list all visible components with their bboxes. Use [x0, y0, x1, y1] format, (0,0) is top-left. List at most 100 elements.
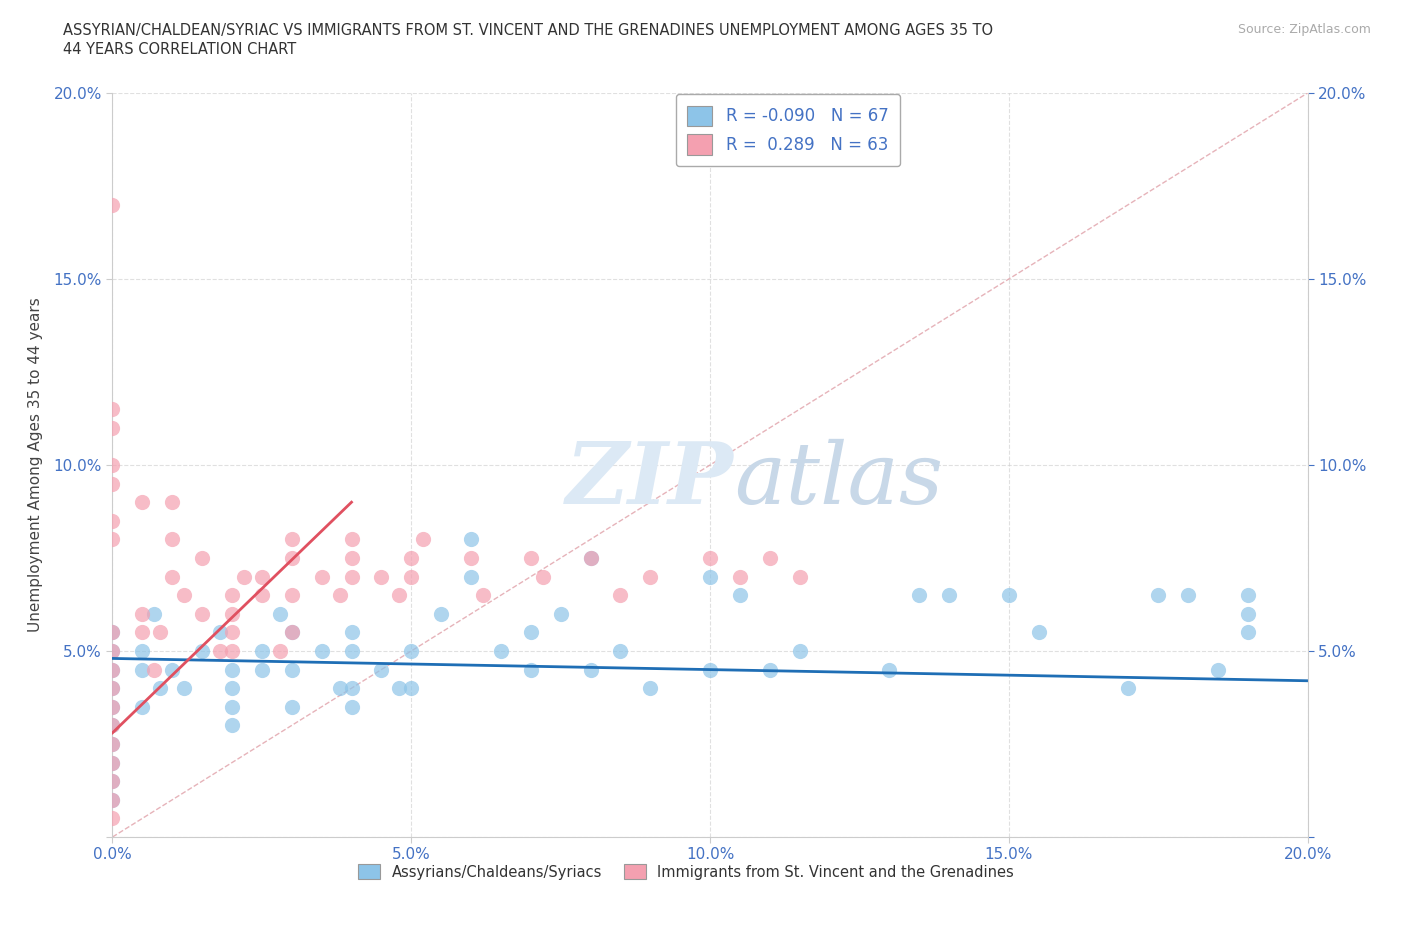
Point: [131, 699, 153, 714]
Point: [281, 699, 304, 714]
Point: [149, 681, 172, 696]
Point: [101, 718, 124, 733]
Point: [609, 588, 631, 603]
Point: [520, 551, 543, 565]
Point: [879, 662, 901, 677]
Point: [221, 681, 243, 696]
Point: [221, 625, 243, 640]
Point: [1177, 588, 1199, 603]
Point: [101, 644, 124, 658]
Point: [340, 644, 363, 658]
Point: [699, 569, 721, 584]
Point: [281, 625, 304, 640]
Point: [311, 569, 333, 584]
Point: [281, 551, 304, 565]
Point: [101, 197, 124, 212]
Text: ASSYRIAN/CHALDEAN/SYRIAC VS IMMIGRANTS FROM ST. VINCENT AND THE GRENADINES UNEMP: ASSYRIAN/CHALDEAN/SYRIAC VS IMMIGRANTS F…: [63, 23, 994, 38]
Point: [101, 681, 124, 696]
Point: [101, 774, 124, 789]
Point: [728, 569, 751, 584]
Text: Source: ZipAtlas.com: Source: ZipAtlas.com: [1237, 23, 1371, 36]
Point: [250, 588, 273, 603]
Point: [579, 551, 602, 565]
Point: [489, 644, 512, 658]
Point: [131, 606, 153, 621]
Point: [340, 625, 363, 640]
Point: [173, 588, 195, 603]
Point: [1237, 588, 1260, 603]
Point: [101, 662, 124, 677]
Point: [250, 662, 273, 677]
Point: [131, 495, 153, 510]
Point: [101, 755, 124, 770]
Point: [191, 551, 214, 565]
Point: [173, 681, 195, 696]
Point: [520, 625, 543, 640]
Point: [531, 569, 554, 584]
Point: [143, 606, 166, 621]
Point: [699, 662, 721, 677]
Point: [101, 476, 124, 491]
Point: [460, 532, 482, 547]
Point: [430, 606, 453, 621]
Point: [728, 588, 751, 603]
Point: [101, 644, 124, 658]
Point: [209, 625, 232, 640]
Point: [101, 681, 124, 696]
Point: [329, 681, 352, 696]
Point: [340, 569, 363, 584]
Point: [579, 662, 602, 677]
Point: [1147, 588, 1170, 603]
Point: [250, 644, 273, 658]
Point: [221, 662, 243, 677]
Point: [388, 681, 411, 696]
Point: [1118, 681, 1140, 696]
Point: [401, 551, 423, 565]
Point: [640, 569, 662, 584]
Point: [162, 495, 183, 510]
Point: [401, 681, 423, 696]
Point: [101, 458, 124, 472]
Point: [221, 588, 243, 603]
Point: [640, 681, 662, 696]
Point: [789, 644, 811, 658]
Point: [221, 699, 243, 714]
Point: [998, 588, 1021, 603]
Point: [131, 662, 153, 677]
Point: [1028, 625, 1050, 640]
Point: [191, 644, 214, 658]
Point: [311, 644, 333, 658]
Point: [579, 551, 602, 565]
Point: [162, 569, 183, 584]
Point: [609, 644, 631, 658]
Point: [101, 402, 124, 417]
Point: [340, 551, 363, 565]
Point: [221, 718, 243, 733]
Point: [233, 569, 256, 584]
Point: [938, 588, 960, 603]
Point: [101, 774, 124, 789]
Y-axis label: Unemployment Among Ages 35 to 44 years: Unemployment Among Ages 35 to 44 years: [28, 298, 42, 632]
Point: [101, 625, 124, 640]
Point: [101, 420, 124, 435]
Point: [101, 662, 124, 677]
Point: [340, 532, 363, 547]
Point: [281, 662, 304, 677]
Text: ZIP: ZIP: [567, 438, 734, 522]
Point: [162, 532, 183, 547]
Point: [101, 737, 124, 751]
Point: [759, 662, 782, 677]
Point: [101, 737, 124, 751]
Point: [143, 662, 166, 677]
Point: [789, 569, 811, 584]
Point: [550, 606, 572, 621]
Point: [101, 718, 124, 733]
Point: [101, 792, 124, 807]
Point: [401, 569, 423, 584]
Point: [101, 532, 124, 547]
Point: [149, 625, 172, 640]
Point: [269, 644, 291, 658]
Point: [269, 606, 291, 621]
Point: [412, 532, 434, 547]
Point: [162, 662, 183, 677]
